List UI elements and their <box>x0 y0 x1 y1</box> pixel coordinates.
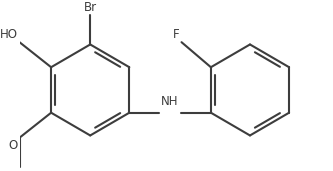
Text: F: F <box>173 28 179 41</box>
Text: Br: Br <box>84 1 97 14</box>
Text: HO: HO <box>0 28 18 41</box>
Text: O: O <box>8 139 18 152</box>
Text: NH: NH <box>162 95 179 108</box>
